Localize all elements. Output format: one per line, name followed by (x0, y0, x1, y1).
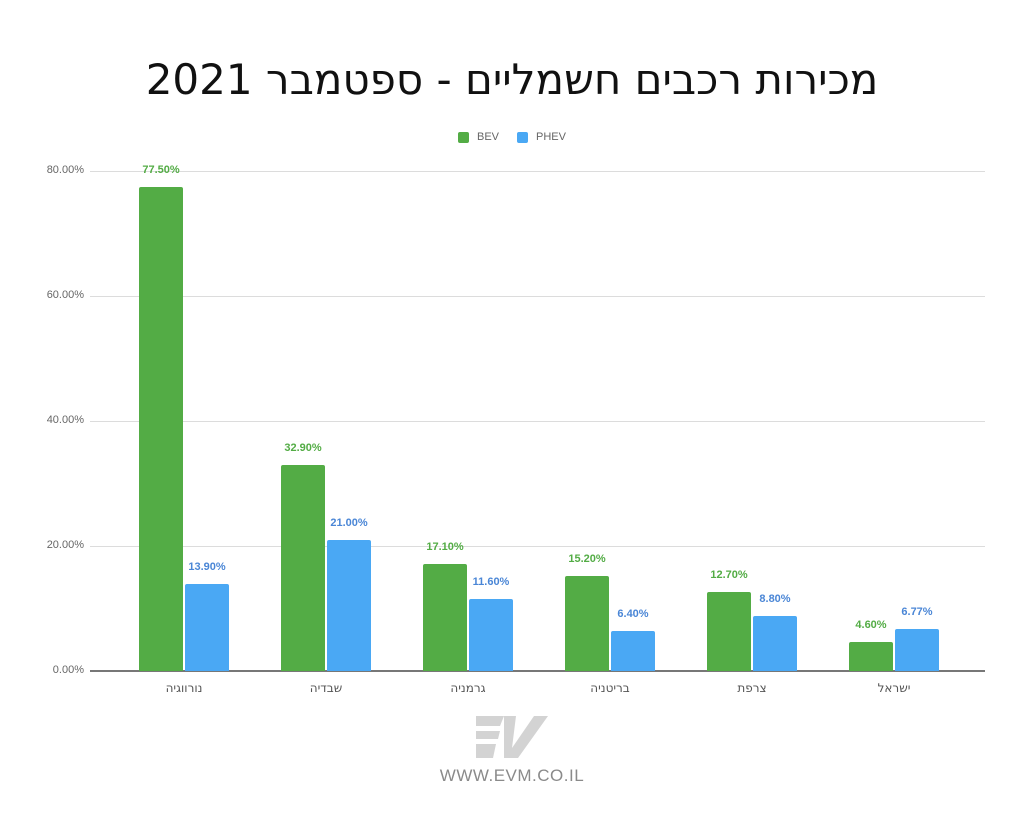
bar-bev (707, 591, 751, 671)
value-label-bev: 12.70% (710, 568, 748, 581)
y-tick-label: 40.00% (46, 414, 84, 426)
bar-bev (565, 576, 609, 671)
bev-swatch-icon (458, 131, 469, 143)
chart-title: מכירות רכבים חשמליים - ספטמבר 2021 (145, 55, 879, 104)
y-tick-label: 20.00% (46, 539, 84, 551)
bar-bev (423, 564, 467, 671)
value-label-phev: 21.00% (330, 516, 368, 529)
legend-item-bev: BEV (458, 131, 499, 143)
bar-bev (139, 186, 183, 671)
value-label-bev: 32.90% (284, 442, 322, 455)
y-tick-label: 80.00% (46, 164, 84, 176)
website-url: WWW.EVM.CO.IL (439, 766, 585, 785)
value-label-bev: 77.50% (142, 163, 180, 176)
bar-bev (281, 465, 325, 671)
value-label-bev: 17.10% (426, 541, 464, 554)
x-tick-label: שבדיה (309, 681, 343, 695)
plot-area: 77.50% 13.90% 32.90% 21.00% 17.10% 11.60% 15.2… (90, 164, 985, 672)
bar-bev (849, 642, 893, 671)
value-label-phev: 6.77% (901, 605, 933, 618)
legend-item-phev: PHEV (517, 131, 566, 143)
value-label-phev: 11.60% (472, 575, 510, 588)
bar-phev (327, 539, 371, 671)
legend-label-phev: PHEV (536, 131, 566, 143)
bar-phev (185, 584, 229, 671)
gridline (90, 171, 985, 172)
y-tick-label: 60.00% (46, 289, 84, 301)
gridline (90, 421, 985, 422)
bar-phev (469, 598, 513, 671)
gridline (90, 296, 985, 297)
ev-logo-icon (476, 716, 548, 758)
x-tick-label: גרמניה (450, 681, 486, 695)
legend: BEV PHEV (0, 131, 1024, 143)
bar-phev (611, 631, 655, 671)
value-label-phev: 13.90% (188, 561, 226, 574)
value-label-phev: 8.80% (759, 593, 791, 605)
x-tick-label: בריטניה (590, 681, 630, 695)
x-tick-label: נורווגיה (165, 681, 203, 695)
phev-swatch-icon (517, 131, 529, 143)
x-tick-label: צרפת (737, 681, 767, 695)
gridline (90, 546, 985, 547)
y-tick-label: 0.00% (52, 664, 84, 676)
bar-phev (753, 616, 797, 671)
value-label-phev: 6.40% (617, 608, 649, 620)
value-label-bev: 15.20% (568, 553, 606, 565)
value-label-bev: 4.60% (855, 619, 887, 632)
x-axis-line (90, 670, 985, 672)
x-tick-label: ישראל (877, 681, 911, 695)
bar-phev (895, 628, 939, 671)
legend-label-bev: BEV (477, 131, 500, 143)
